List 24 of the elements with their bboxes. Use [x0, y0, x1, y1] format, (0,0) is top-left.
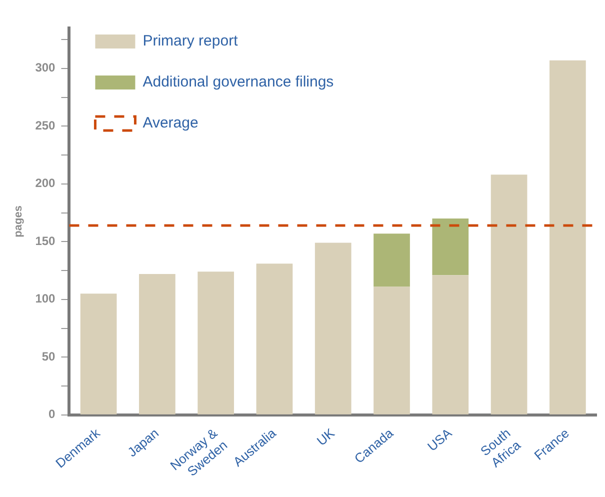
- bar: [374, 234, 410, 287]
- y-tick-label: 100: [35, 292, 56, 306]
- y-tick-label: 0: [48, 407, 56, 422]
- bar: [139, 274, 176, 414]
- y-tick-label: 50: [42, 349, 56, 364]
- legend-label: Average: [142, 114, 198, 132]
- bar: [432, 275, 469, 414]
- y-tick-label: 300: [35, 60, 56, 75]
- bar: [256, 264, 293, 414]
- bar: [80, 294, 117, 414]
- bar: [550, 60, 586, 414]
- y-tick-label: 200: [35, 176, 56, 190]
- legend-label: Primary report: [142, 32, 239, 50]
- y-tick-label: 250: [35, 118, 56, 132]
- x-tick-label: UK: [314, 425, 338, 449]
- bar: [490, 174, 528, 414]
- x-tick-label: USA: [424, 425, 455, 454]
- y-axis-title: pages: [12, 206, 25, 238]
- bar: [374, 286, 410, 414]
- bar: [314, 242, 352, 414]
- legend-label: Additional governance filings: [142, 74, 334, 91]
- bar: [198, 272, 234, 414]
- bar: [432, 218, 469, 276]
- y-tick-label: 150: [35, 234, 56, 248]
